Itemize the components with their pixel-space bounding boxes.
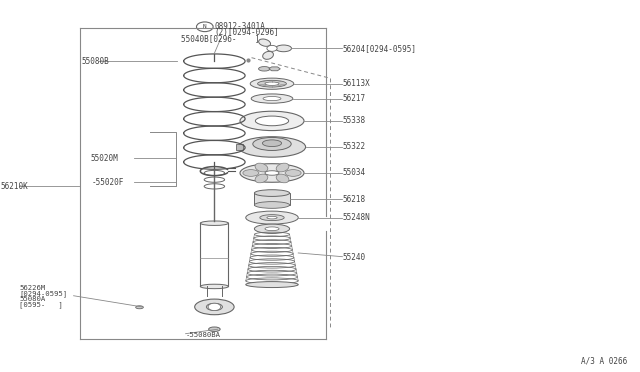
Ellipse shape — [263, 97, 281, 101]
Ellipse shape — [265, 171, 279, 175]
Circle shape — [208, 303, 221, 311]
Text: N: N — [203, 24, 207, 29]
Text: 56217: 56217 — [342, 94, 365, 103]
Text: 56218: 56218 — [342, 195, 365, 203]
Ellipse shape — [136, 306, 143, 309]
Text: 55338: 55338 — [342, 116, 365, 125]
Ellipse shape — [258, 80, 287, 87]
Text: 55240: 55240 — [342, 253, 365, 262]
Text: (2)[0294-0296]: (2)[0294-0296] — [214, 28, 279, 37]
Ellipse shape — [240, 111, 304, 131]
Ellipse shape — [265, 227, 279, 231]
Ellipse shape — [276, 163, 289, 172]
Ellipse shape — [260, 215, 284, 221]
Ellipse shape — [255, 190, 290, 196]
Ellipse shape — [240, 164, 304, 182]
Text: 55020M: 55020M — [91, 154, 118, 163]
Text: 55248N: 55248N — [342, 213, 370, 222]
Circle shape — [267, 45, 277, 51]
Ellipse shape — [265, 82, 279, 86]
Text: 55080A: 55080A — [19, 296, 45, 302]
Ellipse shape — [251, 94, 293, 103]
Text: -55020F: -55020F — [92, 178, 124, 187]
Polygon shape — [269, 67, 280, 71]
Ellipse shape — [259, 39, 271, 46]
Ellipse shape — [262, 140, 282, 147]
Bar — [236, 144, 243, 150]
Text: 55080B: 55080B — [82, 57, 109, 66]
Ellipse shape — [276, 174, 289, 183]
Ellipse shape — [255, 224, 290, 234]
Ellipse shape — [246, 211, 298, 224]
Ellipse shape — [262, 51, 273, 59]
Text: 56113X: 56113X — [342, 79, 370, 88]
Ellipse shape — [250, 78, 294, 89]
Text: -55080BA: -55080BA — [186, 332, 221, 338]
Ellipse shape — [253, 138, 291, 150]
Ellipse shape — [206, 303, 223, 311]
Ellipse shape — [195, 299, 234, 315]
Ellipse shape — [255, 116, 289, 126]
Text: 55034: 55034 — [342, 169, 365, 177]
Text: 56210K: 56210K — [0, 182, 28, 190]
Text: A/3 A 0266: A/3 A 0266 — [581, 356, 627, 365]
Bar — [254, 193, 289, 205]
Ellipse shape — [200, 284, 228, 289]
Ellipse shape — [209, 327, 220, 331]
Ellipse shape — [255, 163, 268, 172]
Ellipse shape — [285, 170, 301, 176]
Text: 08912-3401A: 08912-3401A — [214, 22, 265, 31]
Text: 55322: 55322 — [342, 142, 365, 151]
Ellipse shape — [246, 282, 298, 288]
Ellipse shape — [255, 202, 290, 208]
Ellipse shape — [275, 45, 292, 52]
Text: [0294-0595]: [0294-0595] — [19, 291, 67, 297]
Text: 56226M: 56226M — [19, 285, 45, 291]
Ellipse shape — [239, 137, 306, 157]
Ellipse shape — [255, 174, 268, 183]
Text: 55040B[0296-    ]: 55040B[0296- ] — [181, 35, 260, 44]
Ellipse shape — [267, 217, 277, 219]
Text: 56204[0294-0595]: 56204[0294-0595] — [342, 44, 417, 53]
Ellipse shape — [200, 221, 228, 225]
Text: [0595-   ]: [0595- ] — [19, 302, 63, 308]
Ellipse shape — [243, 170, 259, 176]
Ellipse shape — [259, 67, 270, 71]
